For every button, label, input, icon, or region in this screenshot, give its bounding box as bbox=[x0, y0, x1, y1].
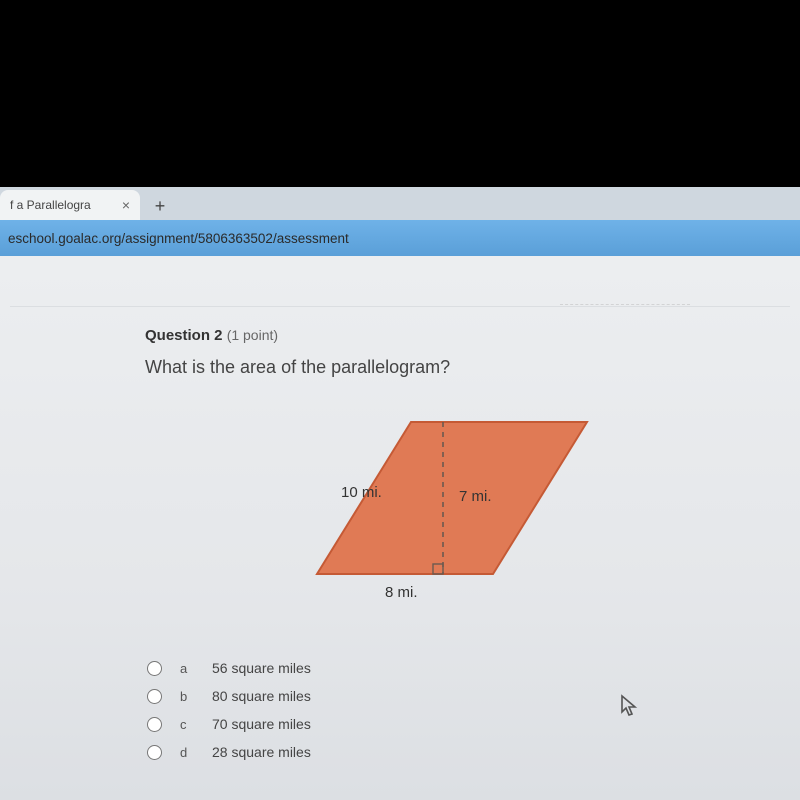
option-letter: c bbox=[180, 717, 194, 732]
divider bbox=[10, 306, 790, 307]
radio-a[interactable] bbox=[147, 661, 162, 676]
option-a[interactable]: a 56 square miles bbox=[145, 654, 705, 682]
radio-d[interactable] bbox=[147, 745, 162, 760]
option-text: 56 square miles bbox=[212, 660, 311, 676]
option-text: 80 square miles bbox=[212, 688, 311, 704]
browser-chrome: f a Parallelogra × + eschool.goalac.org/… bbox=[0, 187, 800, 256]
close-icon[interactable]: × bbox=[114, 197, 130, 213]
slant-side-label: 10 mi. bbox=[341, 484, 382, 501]
option-letter: b bbox=[180, 689, 194, 704]
tab-strip: f a Parallelogra × + bbox=[0, 187, 800, 220]
parallelogram-figure: 10 mi. 7 mi. 8 mi. bbox=[245, 406, 605, 606]
height-label: 7 mi. bbox=[459, 488, 492, 505]
option-d[interactable]: d 28 square miles bbox=[145, 738, 705, 766]
question-prompt: What is the area of the parallelogram? bbox=[145, 357, 705, 378]
plus-icon: + bbox=[155, 196, 166, 217]
answer-options: a 56 square miles b 80 square miles c 70… bbox=[145, 654, 705, 766]
tab-title: f a Parallelogra bbox=[10, 198, 91, 212]
browser-tab[interactable]: f a Parallelogra × bbox=[0, 190, 140, 220]
address-url: eschool.goalac.org/assignment/5806363502… bbox=[8, 231, 349, 246]
question-heading: Question 2 (1 point) bbox=[145, 327, 705, 344]
option-letter: d bbox=[180, 745, 194, 760]
question-points: (1 point) bbox=[227, 327, 278, 343]
parallelogram-svg bbox=[245, 406, 605, 606]
page-content: Question 2 (1 point) What is the area of… bbox=[0, 256, 800, 800]
question-number: Question 2 bbox=[145, 327, 223, 344]
option-letter: a bbox=[180, 661, 194, 676]
question-block: Question 2 (1 point) What is the area of… bbox=[145, 327, 705, 766]
option-text: 70 square miles bbox=[212, 716, 311, 732]
device-bezel bbox=[0, 0, 800, 187]
radio-b[interactable] bbox=[147, 689, 162, 704]
new-tab-button[interactable]: + bbox=[146, 192, 174, 220]
option-text: 28 square miles bbox=[212, 744, 311, 760]
decorative-dash bbox=[560, 304, 690, 305]
address-bar[interactable]: eschool.goalac.org/assignment/5806363502… bbox=[0, 220, 800, 256]
radio-c[interactable] bbox=[147, 717, 162, 732]
option-b[interactable]: b 80 square miles bbox=[145, 682, 705, 710]
option-c[interactable]: c 70 square miles bbox=[145, 710, 705, 738]
base-label: 8 mi. bbox=[385, 584, 418, 601]
